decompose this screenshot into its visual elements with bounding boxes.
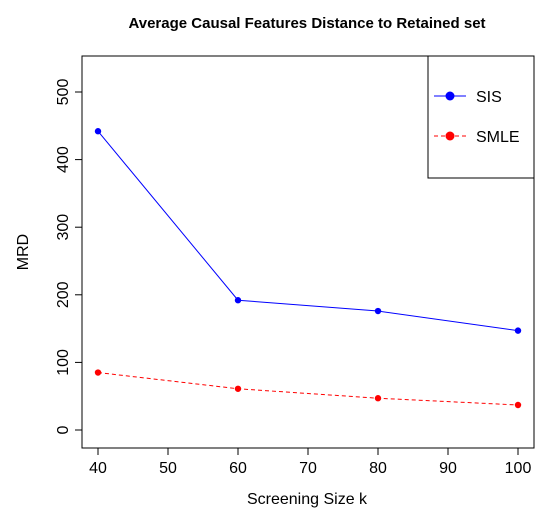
legend-label-smle: SMLE bbox=[476, 129, 520, 146]
y-axis-label: MRD bbox=[15, 234, 32, 270]
series-layer bbox=[94, 128, 522, 409]
y-axis: 0 100 200 300 400 500 bbox=[55, 79, 83, 434]
x-tick-label: 90 bbox=[439, 460, 457, 477]
legend-marker-smle bbox=[445, 131, 455, 141]
legend-label-sis: SIS bbox=[476, 89, 502, 106]
x-tick-label: 50 bbox=[159, 460, 177, 477]
data-point-smle bbox=[94, 369, 102, 376]
data-point-sis bbox=[94, 128, 102, 135]
series-line-sis bbox=[97, 130, 519, 332]
y-tick-label: 200 bbox=[55, 281, 72, 308]
data-point-sis bbox=[374, 307, 382, 315]
x-axis-label: Screening Size k bbox=[247, 491, 368, 508]
chart-title: Average Causal Features Distance to Reta… bbox=[128, 15, 485, 32]
legend-marker-sis bbox=[445, 91, 455, 101]
x-tick-label: 70 bbox=[299, 460, 317, 477]
y-tick-label: 300 bbox=[55, 214, 72, 241]
x-tick-label: 80 bbox=[369, 460, 387, 477]
data-point-sis bbox=[514, 327, 522, 334]
legend-box bbox=[427, 55, 535, 179]
x-tick-label: 100 bbox=[505, 460, 532, 477]
y-tick-label: 400 bbox=[55, 146, 72, 173]
data-point-smle bbox=[514, 401, 522, 409]
x-axis: 40 50 60 70 80 90 100 bbox=[89, 447, 532, 477]
series-line-smle bbox=[97, 372, 519, 406]
x-tick-label: 40 bbox=[89, 460, 107, 477]
data-point-smle bbox=[374, 395, 382, 402]
x-tick-label: 60 bbox=[229, 460, 247, 477]
legend: SIS SMLE bbox=[427, 55, 535, 179]
data-point-sis bbox=[234, 297, 242, 304]
y-tick-label: 0 bbox=[55, 425, 72, 434]
y-tick-label: 100 bbox=[55, 349, 72, 376]
y-tick-label: 500 bbox=[55, 79, 72, 106]
data-point-smle bbox=[234, 385, 242, 392]
